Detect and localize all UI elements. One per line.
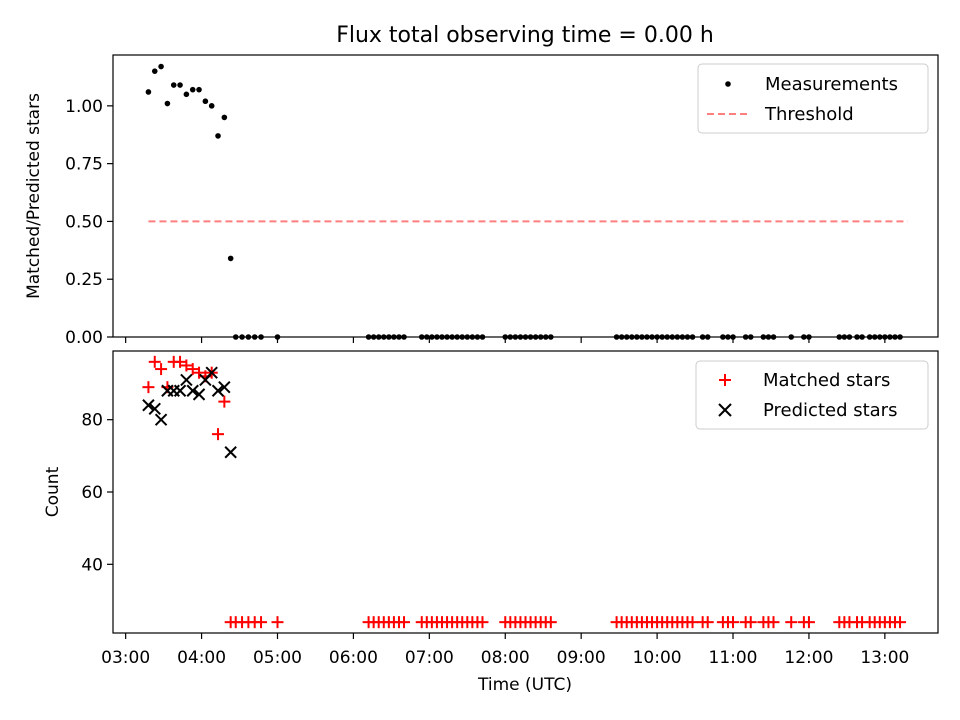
top-y-axis-label: Matched/Predicted stars [24,93,44,299]
measurement-point [164,100,171,107]
x-tick-label: 04:00 [177,648,226,668]
matched-star-point [727,616,740,629]
matched-star-point [767,616,780,629]
measurement-point [170,82,177,88]
measurement-point [202,98,209,105]
x-tick-label: 06:00 [329,648,378,668]
predicted-star-point [173,384,187,397]
bottom-legend-box [695,360,929,430]
bottom-y-axis-label: Count [43,466,63,517]
chart-title: Flux total observing time = 0.00 h [336,23,714,48]
top-x-ticks [125,337,886,343]
legend-threshold-label: Threshold [764,104,854,125]
measurement-point [158,63,164,70]
predicted-star-point [205,366,218,379]
matched-star-point [271,616,284,629]
matched-star-point [894,616,907,629]
matched-star-point [193,366,206,379]
legend-measurements-label: Measurements [765,74,898,95]
matched-star-point [476,616,489,629]
predicted-star-point [224,446,237,459]
predicted-star-point [180,373,193,387]
matched-star-point [686,616,699,629]
top-legend: Measurements Threshold [697,63,929,134]
bottom-plot-marks [142,355,907,629]
measurement-point [151,68,158,74]
x-tick-label: 09:00 [557,648,606,668]
measurement-point [221,114,228,121]
matched-star-point [148,355,161,368]
matched-star-point [186,363,199,376]
predicted-star-point [142,399,155,412]
x-tick-label: 12:00 [784,648,833,668]
x-tick-label: 05:00 [253,648,302,668]
top-y-tick-label: 0.50 [65,212,103,232]
top-y-ticks: 0.00 0.25 0.50 0.75 1.00 [65,97,113,348]
matched-star-point [255,616,268,629]
top-y-tick-label: 0.25 [65,270,103,290]
x-tick-label: 11:00 [709,648,758,668]
measurement-point [145,89,152,95]
predicted-star-point [154,413,168,426]
top-y-tick-label: 0.00 [65,328,103,348]
predicted-star-point [218,380,231,394]
matched-star-point [398,616,411,629]
x-tick-label: 10:00 [633,648,682,668]
bottom-panel: 40 60 80 03:00 04:00 05:00 06:00 07:00 08:00 09:… [43,350,939,695]
predicted-star-point [186,384,199,397]
matched-star-point [218,395,231,408]
matched-star-point [174,355,187,368]
x-tick-label: 03:00 [101,648,150,668]
legend-predicted-label: Predicted stars [763,400,897,421]
bottom-y-tick-label: 40 [81,555,103,575]
x-tick-label: 08:00 [481,648,530,668]
top-legend-box [697,63,929,134]
matched-star-point [701,616,714,629]
bottom-y-tick-label: 80 [81,411,103,431]
x-tick-label: 13:00 [860,648,909,668]
matched-star-point [785,616,798,629]
bottom-x-ticks: 03:00 04:00 05:00 06:00 07:00 08:00 09:00 10:00… [101,633,909,668]
top-axes-frame [112,54,939,338]
x-tick-label: 07:00 [405,648,454,668]
bottom-legend: Matched stars Predicted stars [695,360,929,430]
matched-star-point [802,616,815,629]
x-axis-label: Time (UTC) [477,675,572,695]
measurement-point [183,91,190,98]
legend-matched-marker [719,374,731,386]
bottom-y-ticks: 40 60 80 [81,411,113,575]
legend-matched-label: Matched stars [763,370,890,391]
top-y-tick-label: 0.75 [65,155,103,175]
matched-star-point [142,381,155,394]
measurement-point [189,86,196,93]
bottom-y-tick-label: 60 [81,483,103,503]
measurement-point [177,82,183,88]
matched-star-point [180,359,193,372]
matched-star-point [744,616,757,629]
measurement-point [227,255,234,262]
predicted-star-point [148,402,161,416]
legend-measurements-marker [725,81,731,87]
measurement-point [208,103,215,109]
matched-star-point [212,428,225,441]
top-panel: Flux total observing time = 0.00 h 0.000… [24,23,939,348]
matched-star-point [155,363,168,376]
top-y-tick-label: 1.00 [65,97,103,117]
measurement-point [196,86,202,93]
legend-predicted-marker [718,403,732,417]
top-plot-marks [145,63,908,340]
predicted-star-point [192,388,206,401]
measurement-point [215,133,221,139]
predicted-star-point [211,384,225,397]
matched-star-point [544,616,557,629]
